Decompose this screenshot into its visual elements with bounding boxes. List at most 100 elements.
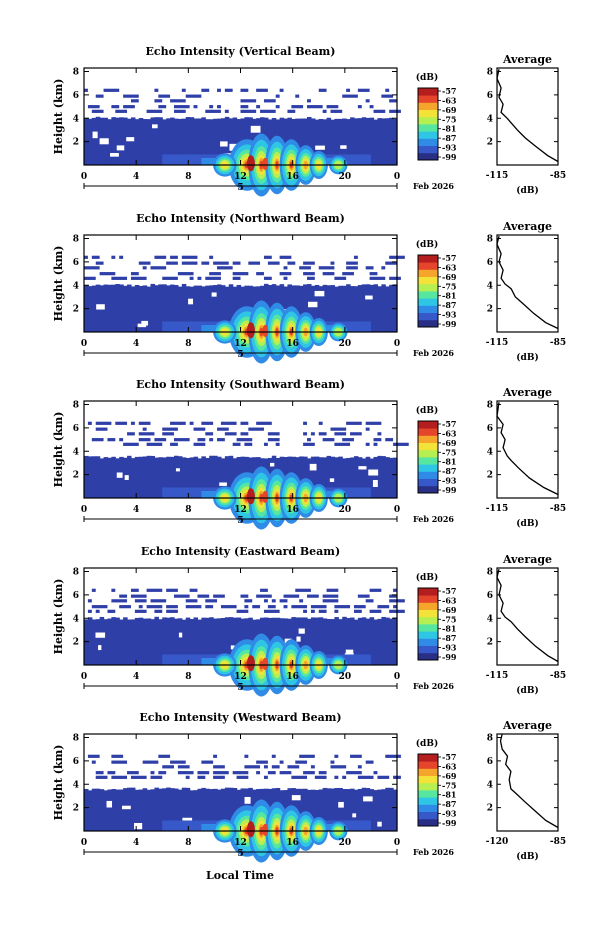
- echo-cell: [143, 456, 148, 498]
- avg-x-tick-label: -85: [550, 338, 566, 348]
- echo-cell: [154, 89, 158, 92]
- echo-cell: [143, 761, 159, 764]
- echo-cell: [385, 438, 393, 441]
- echo-cell: [334, 605, 350, 608]
- echo-cell: [287, 765, 299, 768]
- colorbar-segment: [418, 450, 438, 458]
- y-tick-label: 8: [73, 235, 79, 245]
- avg-y-tick-label: 2: [487, 138, 493, 148]
- echo-cell: [186, 599, 198, 602]
- avg-frame: [497, 734, 558, 831]
- echo-cell: [346, 262, 358, 265]
- colorbar-segment: [418, 457, 438, 465]
- echo-cell: [197, 771, 209, 774]
- echo-cell: [280, 761, 284, 764]
- echo-cell: [194, 105, 198, 108]
- echo-cell: [264, 99, 276, 102]
- echo-cell: [115, 458, 120, 498]
- plume-core: [247, 488, 255, 504]
- y-tick-label: 4: [73, 614, 79, 624]
- echo-cell: [104, 790, 109, 831]
- echo-cell: [264, 610, 280, 613]
- colorbar-segment: [418, 631, 438, 639]
- avg-profile-line: [501, 734, 559, 828]
- echo-cell: [311, 765, 315, 768]
- echo-cell: [107, 790, 112, 831]
- gap-cell: [152, 124, 158, 128]
- colorbar-segment: [418, 797, 438, 805]
- echo-cell: [256, 761, 268, 764]
- avg-frame: [497, 401, 558, 498]
- echo-cell: [389, 110, 401, 113]
- echo-cell: [201, 422, 213, 425]
- echo-cell: [381, 95, 393, 98]
- echo-cell: [123, 788, 128, 831]
- echo-cell: [366, 761, 374, 764]
- echo-cell: [111, 117, 116, 165]
- echo-cell: [174, 105, 190, 108]
- plume-core: [262, 325, 268, 337]
- colorbar-segment: [418, 291, 438, 299]
- x-tick-label: 8: [185, 838, 191, 848]
- colorbar-segment: [418, 624, 438, 632]
- echo-cell: [158, 105, 166, 108]
- echo-cell: [366, 99, 370, 102]
- gap-cell: [179, 633, 182, 638]
- echo-cell: [268, 262, 280, 265]
- colorbar-tick-label: -99: [442, 818, 457, 828]
- echo-cell: [381, 118, 386, 165]
- gap-cell: [122, 806, 131, 809]
- avg-y-tick-label: 6: [487, 424, 493, 434]
- echo-cell: [158, 771, 166, 774]
- colorbar-segment: [418, 464, 438, 472]
- echo-cell: [303, 272, 315, 275]
- echo-cell: [127, 285, 132, 332]
- echo-cell: [374, 620, 379, 665]
- echo-cell: [107, 610, 115, 613]
- echo-cell: [197, 776, 205, 779]
- day-label: 5: [237, 683, 243, 693]
- echo-cell: [291, 776, 307, 779]
- avg-x-label: (dB): [516, 518, 538, 529]
- echo-cell: [268, 432, 280, 435]
- echo-cell: [366, 428, 370, 431]
- colorbar-segment: [418, 110, 438, 118]
- echo-cell: [139, 438, 151, 441]
- colorbar-segment: [418, 428, 438, 436]
- echo-cell: [342, 438, 354, 441]
- echo-cell: [143, 619, 148, 665]
- gap-cell: [125, 475, 129, 480]
- echo-cell: [88, 456, 93, 498]
- x-tick-label: 4: [133, 505, 139, 515]
- colorbar-segment: [418, 471, 438, 479]
- avg-x-tick-label: -115: [486, 504, 509, 514]
- avg-x-label: (dB): [516, 851, 538, 862]
- echo-cell: [170, 443, 178, 446]
- avg-title: Average: [502, 220, 552, 233]
- echo-cell: [330, 761, 334, 764]
- echo-cell: [119, 620, 124, 665]
- echo-cell: [330, 262, 334, 265]
- echo-cell: [92, 286, 97, 332]
- echo-cell: [147, 443, 163, 446]
- gap-cell: [358, 466, 366, 469]
- echo-cell: [319, 610, 327, 613]
- echo-cell: [178, 272, 194, 275]
- echo-cell: [370, 610, 382, 613]
- echo-cell: [107, 285, 112, 332]
- echo-cell: [334, 277, 346, 280]
- echo-cell: [213, 765, 225, 768]
- colorbar-segment: [418, 124, 438, 132]
- echo-cell: [370, 272, 378, 275]
- y-axis-label: Height (km): [52, 412, 65, 488]
- echo-cell: [205, 277, 221, 280]
- day-label: 5: [237, 849, 243, 859]
- y-axis-label: Height (km): [52, 79, 65, 155]
- echo-cell: [162, 428, 178, 431]
- panel-4: Echo Intensity (Westward Beam)2468Height…: [52, 711, 566, 863]
- echo-cell: [119, 605, 131, 608]
- day-label: 5: [237, 183, 243, 193]
- colorbar-segment: [418, 638, 438, 646]
- colorbar-segment: [418, 131, 438, 139]
